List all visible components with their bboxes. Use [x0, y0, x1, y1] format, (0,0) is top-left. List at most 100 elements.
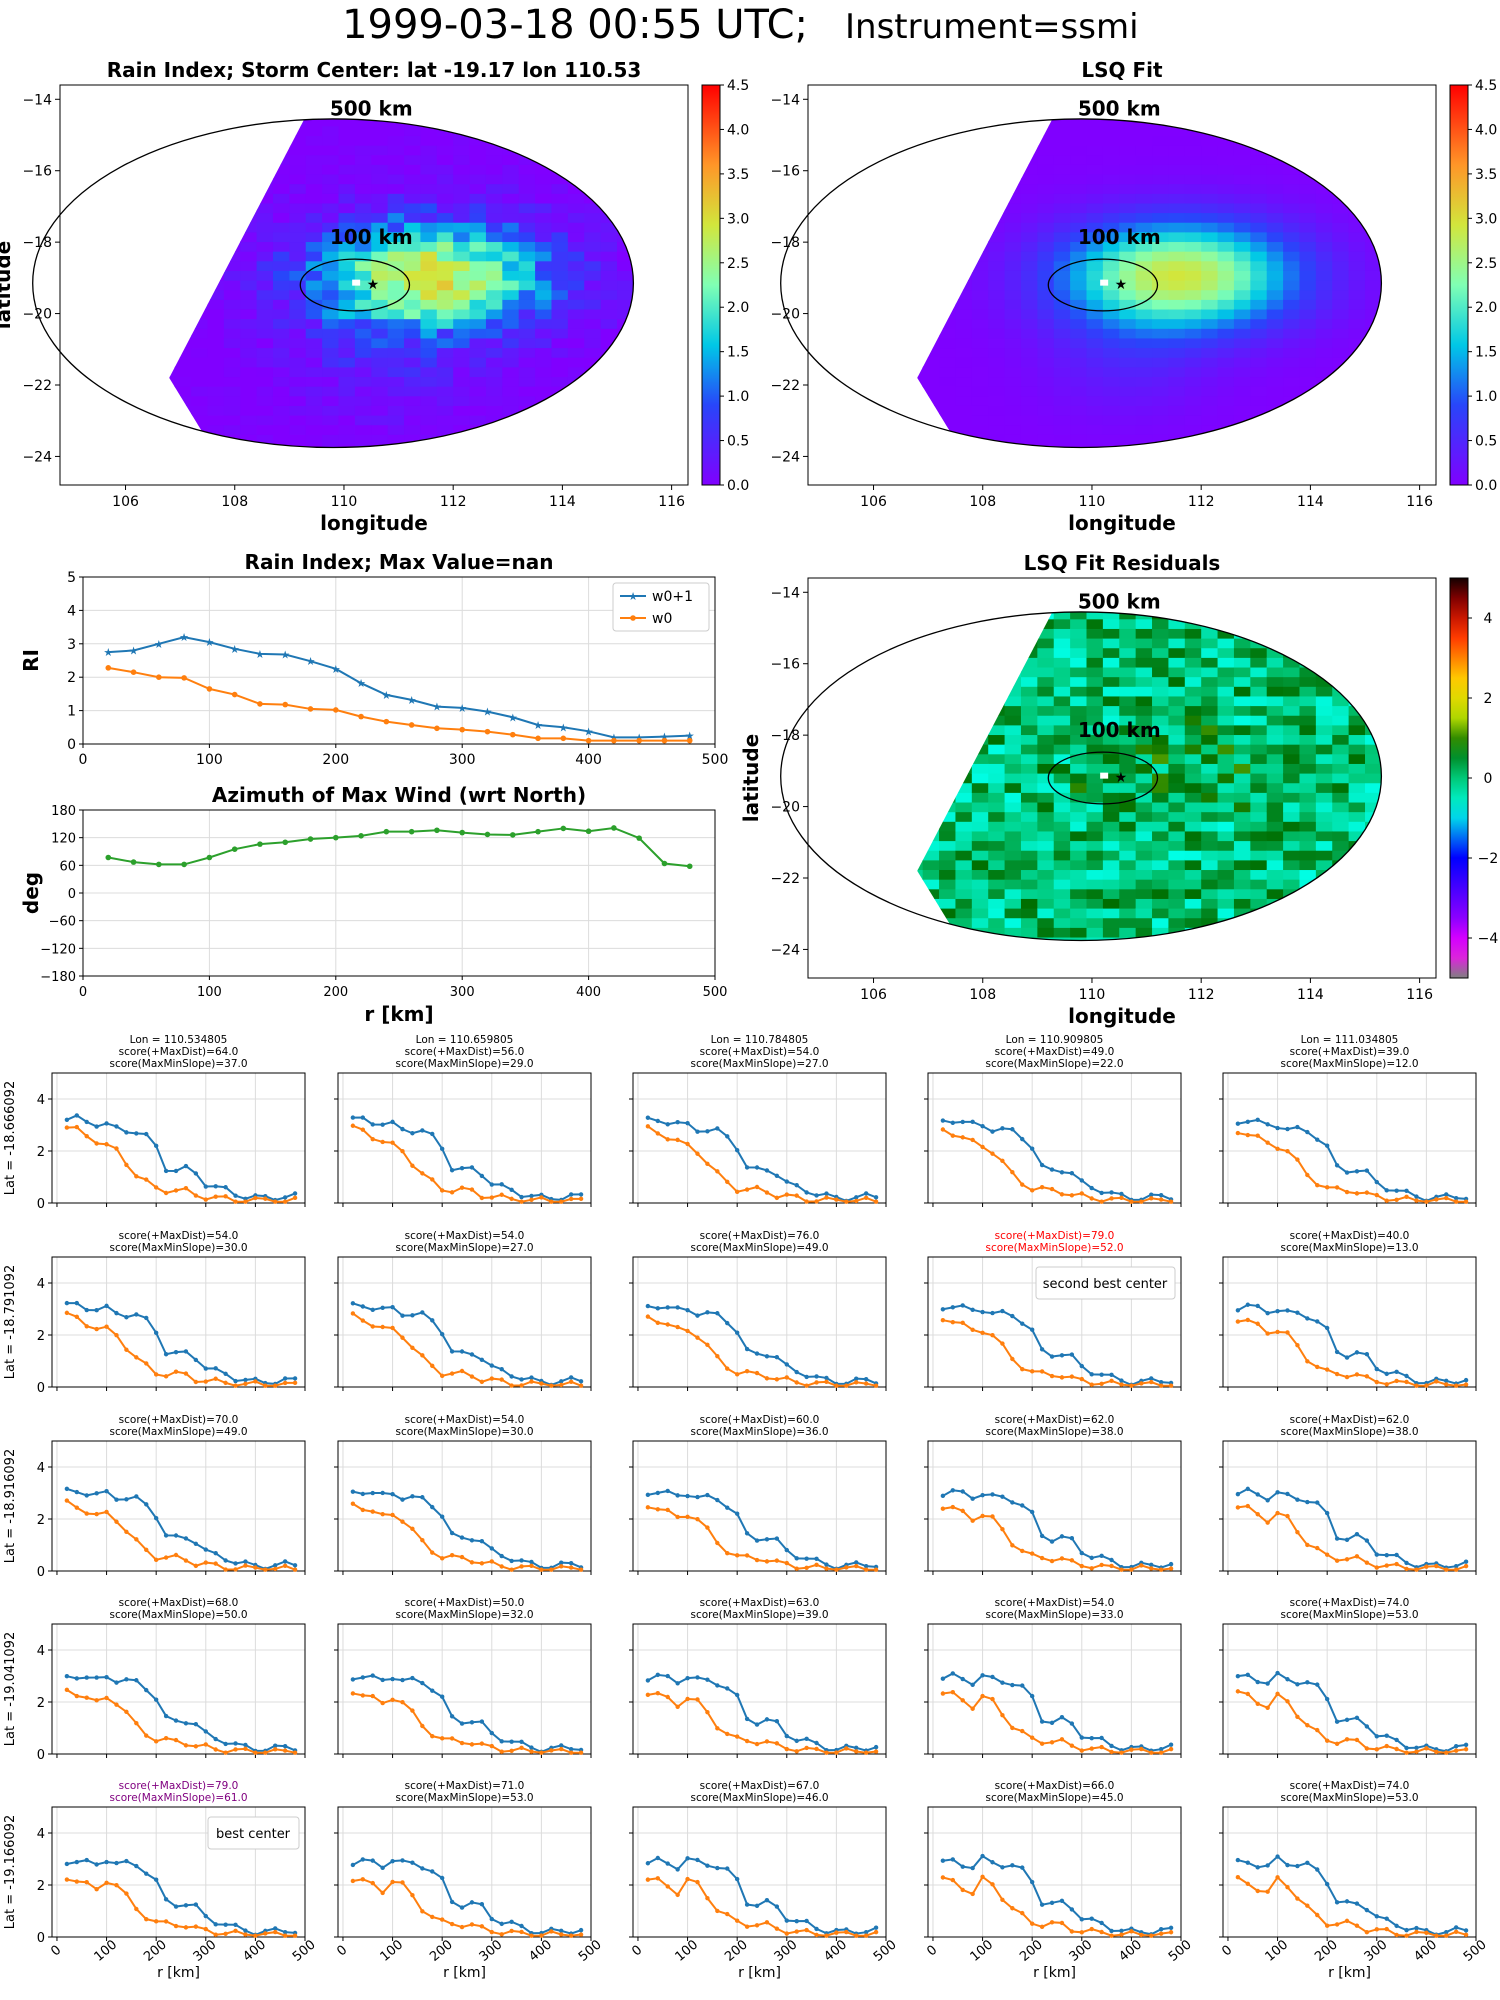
heat-cell: [1283, 898, 1301, 909]
heat-cell: [1168, 395, 1186, 406]
heat-cell: [387, 145, 405, 156]
heat-cell: [1053, 705, 1071, 716]
heat-cell: [939, 193, 957, 204]
heat-cell: [1168, 463, 1185, 473]
heat-cell: [971, 308, 989, 320]
heat-cell: [354, 135, 372, 146]
heat-cell: [1004, 280, 1022, 291]
heat-cell: [289, 135, 307, 146]
heat-cell: [792, 918, 809, 928]
heat-cell: [436, 193, 454, 204]
heat-cell: [939, 270, 957, 281]
heat-cell: [1217, 936, 1235, 941]
heat-cell: [453, 202, 471, 214]
heat-cell: [683, 328, 700, 338]
heat-cell: [988, 773, 1006, 784]
heat-cell: [256, 154, 274, 165]
heat-cell: [44, 270, 61, 280]
heat-cell: [857, 696, 874, 706]
heat-cell: [1250, 782, 1268, 793]
heat-cell: [1184, 424, 1202, 435]
heat-cell: [1037, 405, 1055, 416]
heat-cell: [808, 261, 825, 271]
heat-cell: [857, 203, 874, 213]
heat-cell: [1217, 898, 1235, 909]
heat-cell: [1037, 173, 1055, 185]
heat-cell: [666, 222, 683, 232]
heat-cell: [60, 251, 77, 261]
heat-cell: [1004, 193, 1022, 204]
heat-cell: [1102, 222, 1120, 233]
heat-cell: [922, 395, 940, 406]
heat-cell: [824, 454, 841, 464]
heat-cell: [1004, 686, 1022, 697]
heat-cell: [584, 434, 602, 445]
heat-cell: [1054, 599, 1071, 609]
heat-cell: [1020, 202, 1038, 214]
heat-cell: [191, 473, 208, 483]
heat-cell: [874, 203, 891, 213]
heat-cell: [1398, 145, 1415, 155]
heat-cell: [922, 193, 940, 204]
heat-cell: [917, 850, 924, 861]
heat-cell: [1398, 193, 1415, 203]
heat-cell: [683, 135, 700, 145]
heat-cell: [1086, 357, 1104, 368]
heat-cell: [650, 319, 667, 329]
heat-cell: [469, 173, 487, 185]
heat-cell: [142, 193, 159, 203]
heat-cell: [1398, 473, 1415, 483]
heat-cell: [371, 473, 388, 483]
heat-cell: [1184, 695, 1202, 707]
heat-cell: [1135, 434, 1153, 445]
heat-cell: [666, 415, 683, 425]
heat-cell: [922, 869, 940, 880]
heat-cell: [169, 308, 176, 320]
heat-cell: [1102, 395, 1120, 406]
heat-cell: [1233, 611, 1251, 620]
heat-cell: [1053, 792, 1071, 803]
heat-cell: [906, 966, 923, 976]
heat-cell: [404, 424, 422, 435]
heat-cell: [874, 232, 891, 242]
heat-cell: [1348, 308, 1366, 320]
heat-cell: [436, 328, 454, 339]
heat-cell: [1152, 879, 1170, 890]
colorbar-tick-label: 2.0: [1475, 300, 1497, 316]
heat-cell: [1168, 879, 1186, 890]
heat-cell: [841, 860, 858, 870]
heat-cell: [223, 357, 241, 368]
heat-cell: [76, 145, 93, 155]
heat-cell: [1004, 676, 1022, 687]
heat-cell: [633, 463, 650, 473]
heat-cell: [841, 590, 858, 600]
heat-cell: [502, 328, 520, 339]
heat-cell: [922, 734, 940, 745]
heat-cell: [857, 78, 874, 88]
heat-cell: [650, 473, 667, 483]
heat-cell: [1053, 618, 1071, 629]
heat-cell: [1004, 443, 1022, 448]
heat-cell: [1020, 260, 1038, 271]
heat-cell: [1184, 705, 1202, 716]
heat-cell: [683, 184, 700, 194]
heat-cell: [1233, 173, 1251, 185]
heat-cell: [1414, 106, 1431, 116]
heat-cell: [792, 290, 809, 300]
heat-cell: [841, 619, 858, 629]
heat-cell: [76, 290, 93, 300]
heat-cell: [174, 145, 192, 156]
heat-cell: [1086, 231, 1104, 243]
heat-cell: [683, 126, 700, 136]
heat-cell: [272, 299, 290, 310]
heat-cell: [76, 425, 93, 435]
heat-cell: [273, 454, 290, 464]
heat-cell: [683, 87, 700, 97]
heat-cell: [240, 222, 258, 233]
heat-cell: [666, 299, 683, 309]
heat-cell: [289, 251, 307, 262]
heat-cell: [1004, 744, 1022, 755]
x-tick-label: 106: [112, 494, 139, 510]
heat-cell: [857, 328, 874, 338]
x-tick-label: 108: [969, 494, 996, 510]
